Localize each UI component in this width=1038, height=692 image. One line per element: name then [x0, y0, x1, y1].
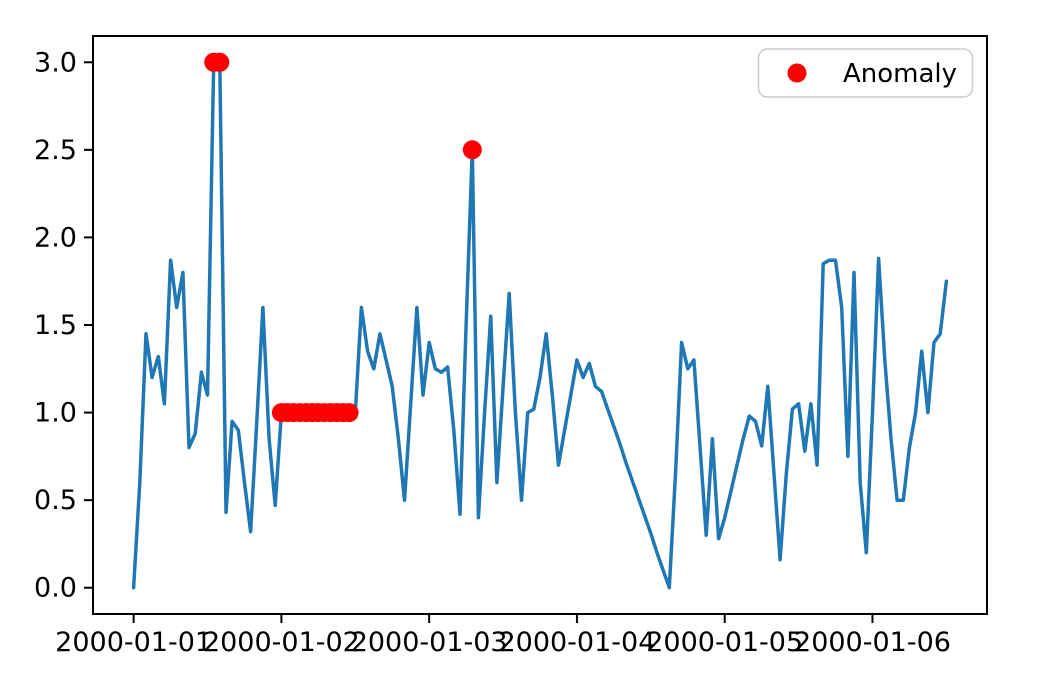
y-tick-label: 2.5	[34, 135, 77, 166]
legend: Anomaly	[757, 48, 974, 98]
x-tick-label: 2000-01-06	[794, 627, 951, 658]
y-tick-label: 1.5	[34, 310, 77, 341]
legend-anomaly-marker-icon	[787, 63, 807, 83]
x-tick-label: 2000-01-04	[498, 627, 655, 658]
x-tick-label: 2000-01-05	[646, 627, 803, 658]
series-line	[131, 60, 949, 590]
y-tick-label: 0.5	[34, 485, 77, 516]
x-tick-label: 2000-01-03	[351, 627, 508, 658]
legend-label: Anomaly	[843, 59, 957, 89]
y-tick-label: 2.0	[34, 222, 77, 253]
plot-background	[93, 36, 987, 614]
anomaly-point	[462, 140, 482, 160]
x-axis: 2000-01-012000-01-022000-01-032000-01-04…	[55, 614, 951, 658]
y-axis: 0.0 0.5 1.0 1.5 2.0 2.5 3.0	[34, 47, 93, 604]
y-tick-label: 0.0	[34, 573, 77, 604]
plot-border	[92, 35, 988, 615]
x-tick-label: 2000-01-01	[55, 627, 212, 658]
legend-box	[757, 48, 974, 98]
anomaly-point	[210, 52, 230, 72]
anomaly-markers	[204, 52, 482, 423]
y-tick-label: 1.0	[34, 398, 77, 429]
x-tick-label: 2000-01-02	[203, 627, 360, 658]
anomaly-point	[339, 403, 359, 423]
y-tick-label: 3.0	[34, 47, 77, 78]
